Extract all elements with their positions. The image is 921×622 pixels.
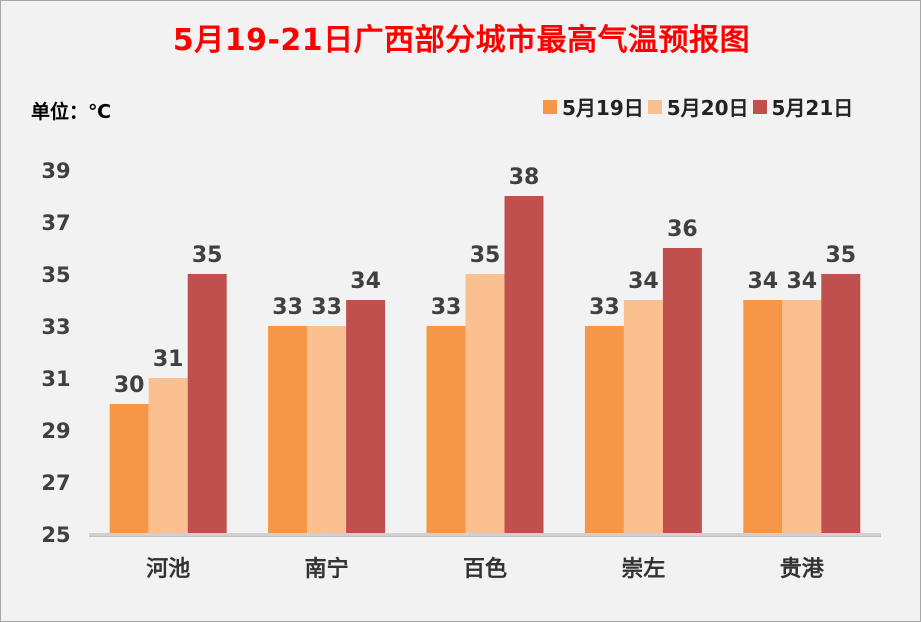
x-category-label-4: 贵港: [780, 557, 825, 582]
bar-3-2: [662, 248, 702, 534]
data-label-2-0: 33: [431, 295, 462, 320]
y-tick-label-6: 37: [41, 211, 70, 235]
data-label-3-1: 34: [628, 269, 659, 294]
data-label-0-0: 30: [114, 373, 145, 398]
y-tick-label-1: 27: [41, 471, 70, 495]
legend-label-series-1: 5月20日: [666, 96, 749, 120]
data-label-3-0: 33: [589, 295, 620, 320]
data-label-1-1: 33: [311, 295, 342, 320]
x-category-label-1: 南宁: [305, 556, 349, 582]
y-tick-label-3: 31: [41, 367, 70, 391]
data-label-4-2: 35: [825, 243, 856, 268]
bar-0-0: [109, 404, 149, 534]
data-label-3-2: 36: [667, 217, 698, 242]
chart-title: 5月19-21日广西部分城市最高气温预报图: [172, 23, 751, 58]
data-label-2-1: 35: [470, 243, 501, 268]
legend-label-series-2: 5月21日: [771, 96, 854, 120]
bar-4-0: [743, 300, 783, 534]
data-label-4-1: 34: [786, 269, 817, 294]
legend-swatch-series-2: [752, 99, 767, 114]
bar-2-2: [504, 196, 544, 534]
bar-2-0: [426, 326, 466, 534]
y-tick-label-4: 33: [41, 315, 70, 339]
legend-label-series-0: 5月19日: [562, 96, 644, 120]
bar-1-2: [346, 300, 386, 534]
x-category-label-0: 河池: [146, 557, 190, 582]
x-category-label-3: 崇左: [621, 556, 665, 582]
bar-1-1: [307, 326, 347, 534]
y-tick-label-7: 39: [41, 159, 70, 183]
data-label-0-1: 31: [153, 347, 184, 372]
bar-0-2: [187, 274, 227, 534]
legend-item-series-1: 5月20日: [647, 92, 749, 121]
bar-1-0: [268, 326, 308, 534]
legend-swatch-series-0: [543, 99, 557, 114]
data-label-4-0: 34: [747, 269, 778, 294]
legend-item-series-0: 5月19日: [543, 92, 644, 121]
x-category-label-2: 百色: [463, 556, 507, 582]
data-label-1-2: 34: [350, 269, 381, 294]
bar-3-1: [623, 300, 663, 534]
x-axis-baseline: [89, 533, 881, 536]
bar-2-1: [465, 274, 505, 534]
y-tick-label-5: 35: [41, 263, 70, 287]
legend-item-series-2: 5月21日: [752, 92, 854, 121]
data-label-0-2: 35: [192, 243, 223, 268]
data-label-1-0: 33: [272, 295, 303, 320]
bar-3-0: [584, 326, 624, 534]
bar-4-2: [821, 274, 861, 534]
legend: 5月19日 5月20日 5月21日: [543, 92, 857, 121]
bar-4-1: [782, 300, 822, 534]
data-label-2-2: 38: [509, 165, 540, 190]
y-tick-label-2: 29: [41, 419, 70, 443]
y-tick-label-0: 25: [41, 523, 70, 547]
legend-swatch-series-1: [647, 99, 662, 114]
unit-label: 单位：℃: [31, 101, 112, 123]
bar-0-1: [148, 378, 188, 534]
